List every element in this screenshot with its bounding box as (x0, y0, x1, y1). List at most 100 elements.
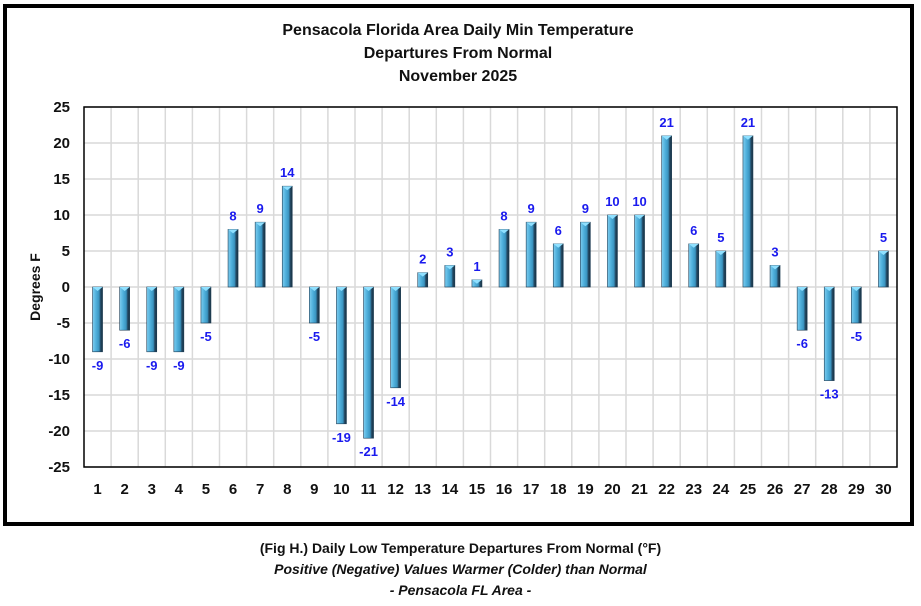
bar-body (661, 135, 672, 288)
y-tick-label: 15 (53, 171, 70, 188)
bar-body (281, 185, 293, 288)
x-tick-label: 30 (875, 481, 892, 498)
x-tick-label: 4 (175, 481, 184, 498)
data-label: 8 (229, 208, 236, 223)
bar-chart: Pensacola Florida Area Daily Min Tempera… (27, 22, 898, 498)
x-tick-label: 1 (93, 481, 101, 498)
bar (471, 279, 483, 288)
bar-cap (471, 279, 482, 284)
data-label: 1 (473, 259, 480, 274)
data-label: 9 (582, 201, 589, 216)
data-label: 21 (741, 115, 755, 130)
bar (796, 286, 808, 331)
x-tick-label: 20 (604, 481, 621, 498)
bar (525, 221, 537, 288)
bar (417, 272, 429, 288)
bar-cap (851, 287, 862, 291)
data-label: 2 (419, 252, 426, 267)
x-tick-label: 16 (496, 481, 513, 498)
bar-body (227, 229, 239, 288)
bar-body (552, 243, 564, 288)
data-label: 10 (605, 194, 619, 209)
bar-body (823, 286, 835, 381)
bar-body (607, 214, 618, 288)
bar (552, 243, 564, 288)
y-tick-label: -15 (48, 387, 70, 404)
x-tick-label: 10 (333, 481, 350, 498)
chart-title-line-3: November 2025 (399, 68, 517, 85)
bar-cap (797, 287, 808, 291)
data-label: -6 (119, 336, 131, 351)
bar (200, 286, 212, 324)
bar (607, 214, 618, 288)
x-tick-label: 9 (310, 481, 318, 498)
data-label: 6 (690, 223, 697, 238)
data-label: -5 (200, 329, 212, 344)
bar (769, 265, 781, 288)
x-tick-label: 3 (148, 481, 156, 498)
caption-line-2: Positive (Negative) Values Warmer (Colde… (274, 561, 647, 577)
chart-title: Pensacola Florida Area Daily Min Tempera… (282, 22, 633, 85)
bar-cap (742, 135, 753, 140)
x-tick-label: 22 (658, 481, 675, 498)
y-axis-label: Degrees F (27, 253, 43, 321)
bar-cap (146, 287, 157, 291)
x-tick-label: 19 (577, 481, 594, 498)
bar (281, 185, 293, 288)
caption-line-1: (Fig H.) Daily Low Temperature Departure… (259, 540, 662, 556)
x-tick-label: 29 (848, 481, 865, 498)
x-tick-label: 11 (361, 481, 377, 498)
data-label: 3 (446, 244, 453, 259)
plot-area (83, 106, 898, 468)
bar-cap (336, 287, 347, 291)
y-tick-label: -5 (57, 315, 70, 332)
bar-cap (200, 287, 211, 291)
y-tick-label: 10 (53, 207, 70, 224)
data-label: 6 (555, 223, 562, 238)
bar-cap (688, 243, 699, 248)
bar (580, 221, 591, 288)
bar-cap (526, 222, 537, 227)
data-label: -19 (332, 430, 351, 445)
bar (823, 286, 835, 381)
data-label: 3 (771, 244, 778, 259)
x-tick-label: 17 (523, 481, 540, 498)
bar-body (715, 250, 727, 288)
data-label: 10 (632, 194, 646, 209)
x-tick-label: 25 (740, 481, 757, 498)
bar (92, 286, 103, 353)
bar (146, 286, 158, 353)
bar-cap (444, 265, 455, 270)
bar (444, 265, 456, 288)
bar (742, 135, 754, 288)
bar-body (525, 221, 537, 288)
bar (119, 286, 130, 331)
bar-cap (92, 287, 103, 291)
bar-body (200, 286, 212, 324)
x-tick-label: 5 (202, 481, 210, 498)
bars (92, 135, 889, 439)
data-label: 21 (659, 115, 673, 130)
bar-cap (255, 222, 266, 227)
x-tick-label: 2 (120, 481, 128, 498)
data-label: -9 (92, 358, 104, 373)
x-tick-label: 6 (229, 481, 237, 498)
bar (688, 243, 700, 288)
data-labels: -9 -6 -9 -9 -5 8 9 14 -5 -19 -21 -14 2 3 1 8 9 6 9 10 10 21 6 5… (92, 115, 887, 459)
bar (363, 286, 374, 439)
bar-cap (634, 215, 645, 219)
x-tick-label: 14 (442, 481, 459, 498)
x-tick-label: 12 (387, 481, 404, 498)
bar (661, 135, 672, 288)
y-axis-ticks: 25 20 15 10 5 0 -5 -10 -15 -20 -25 (48, 99, 70, 476)
y-tick-label: 5 (62, 243, 70, 260)
chart-title-line-2: Departures From Normal (364, 45, 553, 62)
x-tick-label: 26 (767, 481, 784, 498)
y-tick-label: 25 (53, 99, 70, 116)
bar (851, 286, 862, 324)
bar (878, 250, 889, 288)
bar-cap (607, 215, 618, 219)
bar-cap (770, 265, 781, 270)
bar-body (851, 286, 862, 324)
bar-body (92, 286, 103, 353)
